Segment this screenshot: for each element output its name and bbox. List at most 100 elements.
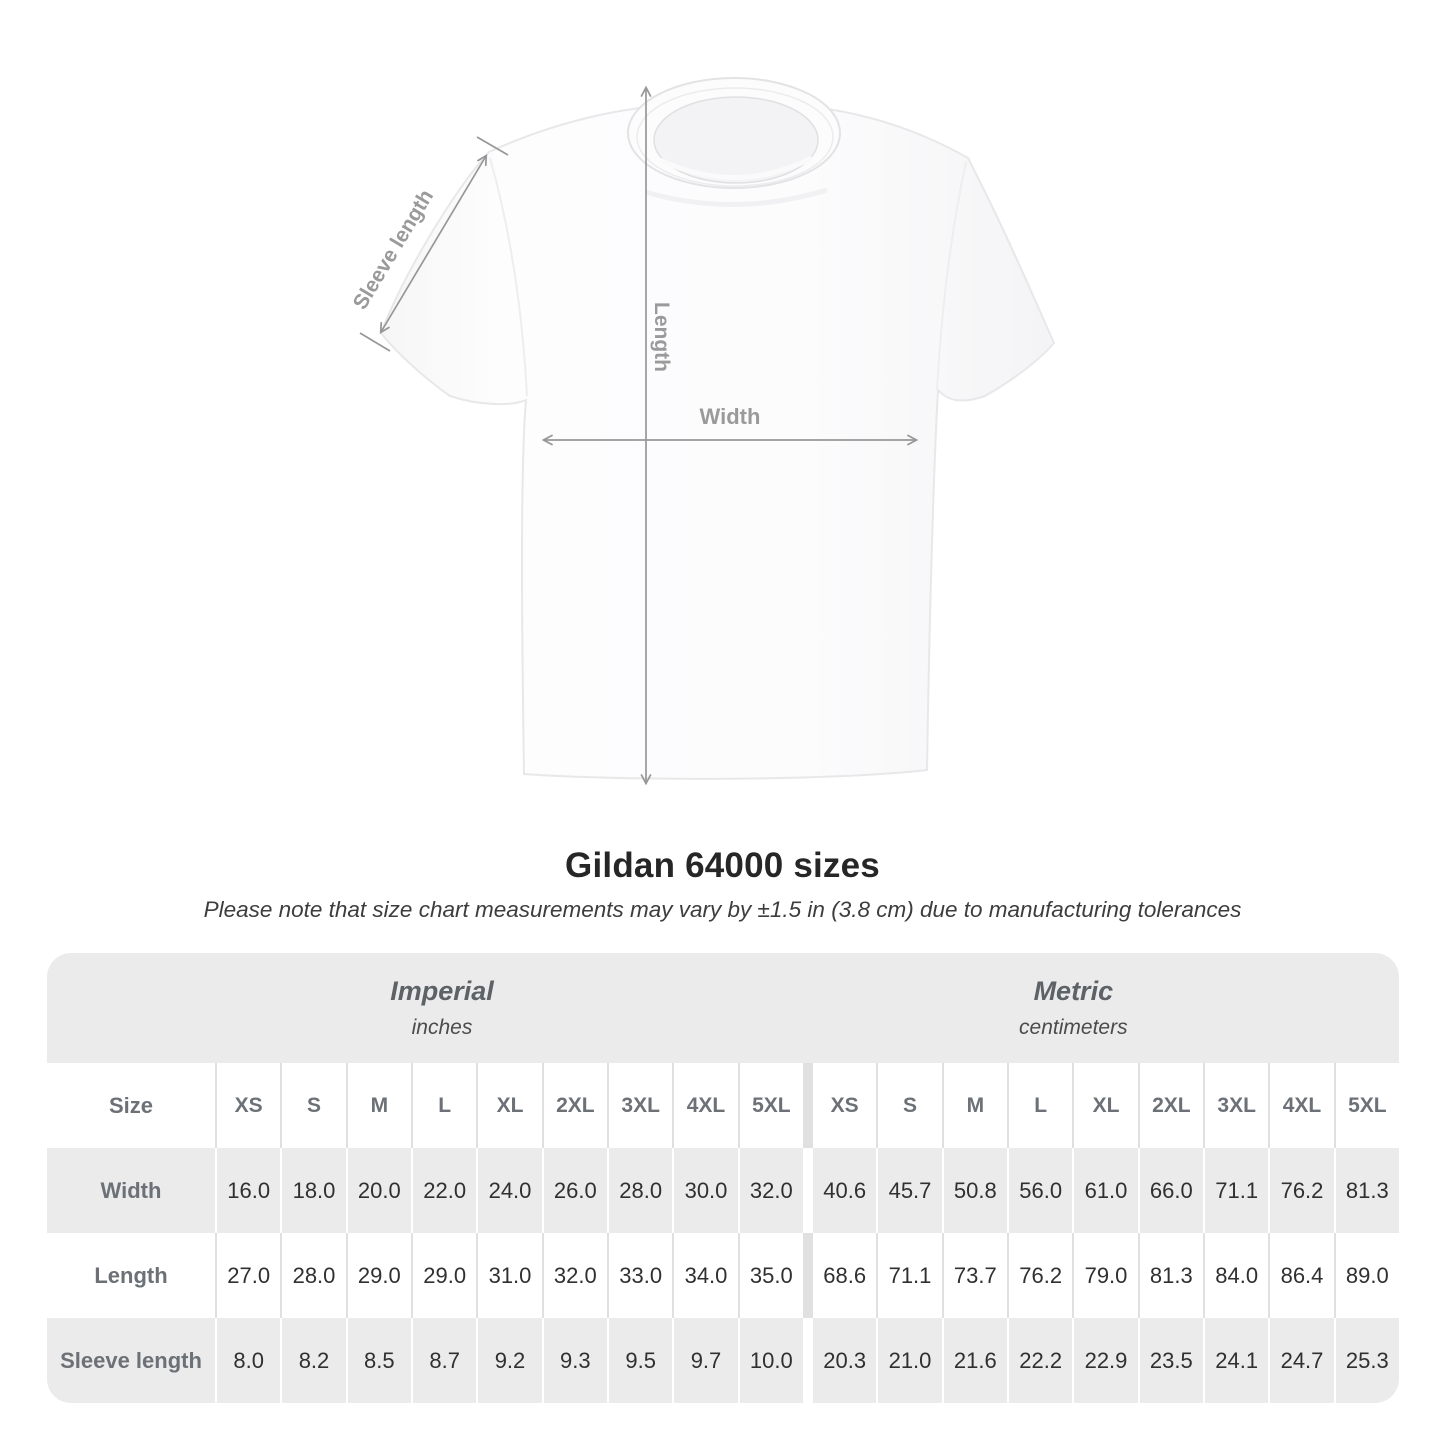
size-col-header: 5XL [739,1063,803,1148]
tshirt-measurement-diagram: Sleeve length Length Width [349,77,1056,786]
value-cell: 24.7 [1270,1318,1334,1403]
size-col-header: M [943,1063,1007,1148]
value-cell: 89.0 [1335,1233,1399,1318]
value-cell: 25.3 [1335,1318,1399,1403]
value-cell: 28.0 [608,1148,673,1233]
size-col-header: L [412,1063,477,1148]
value-cell: 56.0 [1008,1148,1073,1233]
value-cell: 23.5 [1139,1318,1203,1403]
value-cell: 30.0 [674,1148,738,1233]
value-cell: 50.8 [943,1148,1007,1233]
unit-divider [805,1148,811,1233]
metric-title: Metric [1033,976,1114,1006]
value-cell: 9.2 [478,1318,542,1403]
value-cell: 20.0 [347,1148,411,1233]
value-cell: 73.7 [943,1233,1007,1318]
value-cell: 20.3 [812,1318,877,1403]
value-cell: 26.0 [543,1148,607,1233]
value-cell: 8.5 [347,1318,411,1403]
value-cell: 40.6 [812,1148,877,1233]
value-cell: 22.2 [1008,1318,1073,1403]
table-row-width: Width 16.0 18.0 20.0 22.0 24.0 26.0 28.0… [47,1148,1399,1233]
value-cell: 81.3 [1139,1233,1203,1318]
size-col-header: 4XL [674,1063,738,1148]
value-cell: 66.0 [1139,1148,1203,1233]
size-col-header: 3XL [1204,1063,1269,1148]
size-row-label: Size [47,1063,215,1148]
sleeve-length-arrow [379,153,488,335]
length-label: Length [650,302,673,372]
size-col-header: XS [217,1063,281,1148]
value-cell: 9.5 [608,1318,673,1403]
width-label: Width [700,404,761,429]
table-header-band: Imperial inches Metric centimeters [47,953,1399,1063]
unit-divider [805,1318,811,1403]
value-cell: 22.0 [412,1148,477,1233]
size-col-header: 4XL [1270,1063,1334,1148]
value-cell: 31.0 [478,1233,542,1318]
value-cell: 79.0 [1074,1233,1138,1318]
size-col-header: 3XL [608,1063,673,1148]
value-cell: 16.0 [217,1148,281,1233]
value-cell: 9.7 [674,1318,738,1403]
value-cell: 76.2 [1008,1233,1073,1318]
value-cell: 68.6 [812,1233,877,1318]
value-cell: 22.9 [1074,1318,1138,1403]
value-cell: 71.1 [878,1233,942,1318]
value-cell: 86.4 [1270,1233,1334,1318]
value-cell: 21.6 [943,1318,1007,1403]
sleeve-arrow-tick-top [476,136,509,156]
size-col-header: 2XL [543,1063,607,1148]
imperial-group-header: Imperial inches [47,976,803,1040]
value-cell: 21.0 [878,1318,942,1403]
size-col-header: S [282,1063,346,1148]
value-cell: 28.0 [282,1233,346,1318]
row-label: Sleeve length [47,1318,215,1403]
value-cell: 45.7 [878,1148,942,1233]
value-cell: 8.0 [217,1318,281,1403]
value-cell: 24.1 [1204,1318,1269,1403]
value-cell: 81.3 [1335,1148,1399,1233]
measurement-arrows [359,85,919,786]
table-row-sleeve-length: Sleeve length 8.0 8.2 8.5 8.7 9.2 9.3 9.… [47,1318,1399,1403]
value-cell: 10.0 [739,1318,803,1403]
value-cell: 61.0 [1074,1148,1138,1233]
value-cell: 34.0 [674,1233,738,1318]
value-cell: 8.7 [412,1318,477,1403]
row-label: Length [47,1233,215,1318]
row-label: Width [47,1148,215,1233]
value-cell: 76.2 [1270,1148,1334,1233]
value-cell: 9.3 [543,1318,607,1403]
table-row-length: Length 27.0 28.0 29.0 29.0 31.0 32.0 33.… [47,1233,1399,1318]
unit-divider [805,1063,811,1148]
size-col-header: M [347,1063,411,1148]
value-cell: 24.0 [478,1148,542,1233]
value-cell: 32.0 [543,1233,607,1318]
value-cell: 27.0 [217,1233,281,1318]
tolerance-note: Please note that size chart measurements… [203,897,1242,922]
value-cell: 29.0 [412,1233,477,1318]
value-cell: 32.0 [739,1148,803,1233]
value-cell: 8.2 [282,1318,346,1403]
size-col-header: XS [812,1063,877,1148]
imperial-unit: inches [411,1016,473,1039]
table-row-sizes: Size XS S M L XL 2XL 3XL 4XL 5XL XS S M … [47,1063,1399,1148]
size-col-header: L [1008,1063,1073,1148]
value-cell: 71.1 [1204,1148,1269,1233]
value-cell: 33.0 [608,1233,673,1318]
value-cell: 35.0 [739,1233,803,1318]
size-col-header: S [878,1063,942,1148]
page-title: Gildan 64000 sizes [565,846,880,885]
size-col-header: 5XL [1335,1063,1399,1148]
metric-unit: centimeters [1019,1016,1128,1039]
value-cell: 29.0 [347,1233,411,1318]
collar-opening [653,96,819,184]
metric-group-header: Metric centimeters [813,976,1334,1040]
value-cell: 18.0 [282,1148,346,1233]
size-col-header: XL [478,1063,542,1148]
size-col-header: 2XL [1139,1063,1203,1148]
sleeve-arrow-tick-bottom [359,332,391,352]
size-col-header: XL [1074,1063,1138,1148]
size-table: Imperial inches Metric centimeters Size … [47,953,1399,1403]
